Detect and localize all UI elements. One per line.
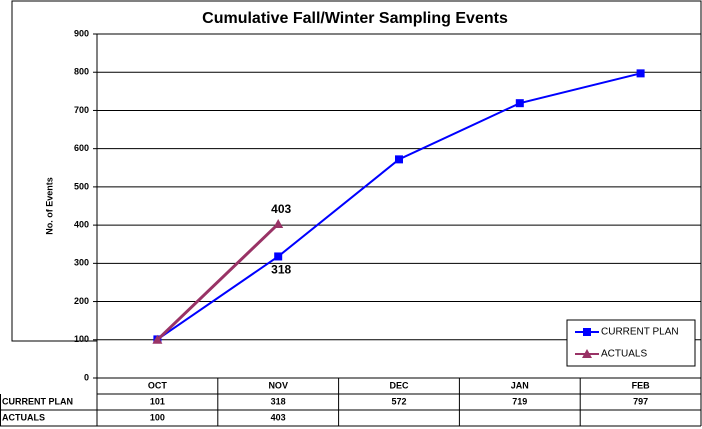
table-cell: 719 <box>512 396 527 406</box>
y-axis-label: No. of Events <box>44 177 54 235</box>
chart-title: Cumulative Fall/Winter Sampling Events <box>202 10 508 27</box>
y-tick-label: 0 <box>84 372 89 382</box>
legend-marker <box>583 328 591 336</box>
table-cell: 318 <box>271 396 286 406</box>
point <box>636 69 645 78</box>
table-cell: 100 <box>150 412 165 422</box>
table-cell: 797 <box>633 396 648 406</box>
x-tick-label: FEB <box>632 380 651 390</box>
point <box>395 155 403 164</box>
y-tick-label: 400 <box>74 219 89 229</box>
table-cell: 572 <box>391 396 406 406</box>
series-line <box>156 222 280 341</box>
data-label: 403 <box>271 202 291 216</box>
x-tick-label: NOV <box>268 380 288 390</box>
point <box>274 252 283 261</box>
table-cell: 403 <box>271 412 286 422</box>
point <box>273 218 284 228</box>
x-tick-label: JAN <box>511 380 529 390</box>
point <box>515 99 524 108</box>
y-tick-label: 100 <box>74 334 89 344</box>
legend-label: CURRENT PLAN <box>601 327 679 338</box>
data-label: 318 <box>271 263 291 277</box>
table-cell: 101 <box>150 396 165 406</box>
table-row-label: ACTUALS <box>2 412 45 422</box>
legend-marker <box>582 349 592 358</box>
y-tick-label: 600 <box>74 143 89 153</box>
y-tick-label: 200 <box>74 296 89 306</box>
y-tick-label: 700 <box>74 105 89 115</box>
x-tick-label: OCT <box>148 380 168 390</box>
legend-box <box>566 319 696 367</box>
x-tick-label: DEC <box>389 380 409 390</box>
y-tick-label: 900 <box>74 28 89 38</box>
table-row-label: CURRENT PLAN <box>2 396 73 406</box>
y-tick-label: 300 <box>74 258 89 268</box>
legend-label: ACTUALS <box>601 349 647 360</box>
point <box>152 334 163 344</box>
y-tick-label: 800 <box>74 67 89 77</box>
y-tick-label: 500 <box>74 181 89 191</box>
